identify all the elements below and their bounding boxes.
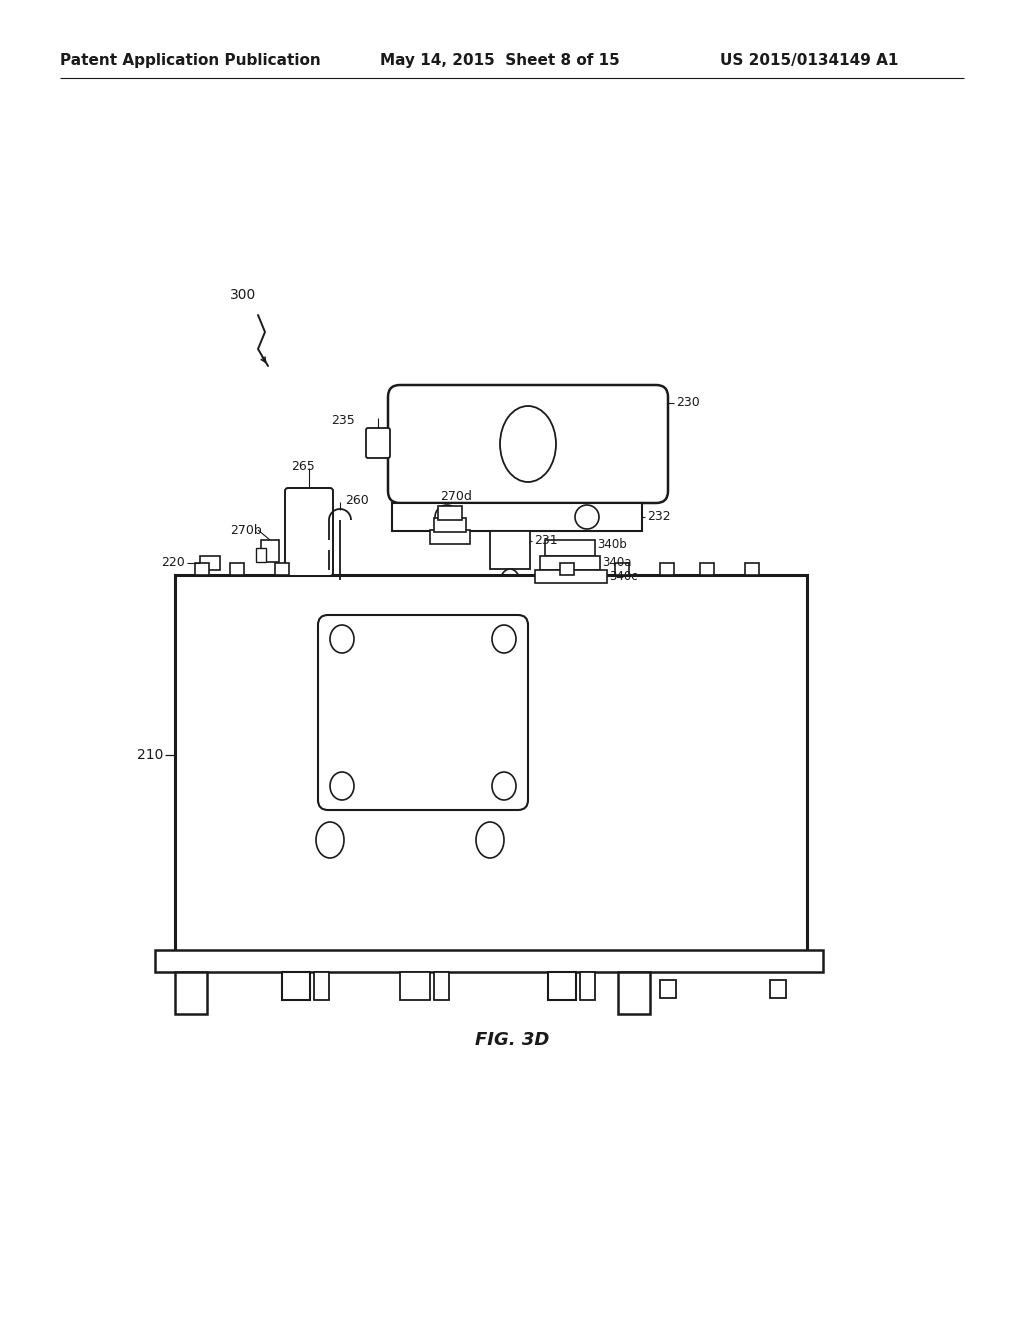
Bar [155,950,823,972]
Ellipse shape [476,822,504,858]
Ellipse shape [500,407,556,482]
Ellipse shape [435,506,459,529]
Bar [615,564,629,576]
Text: Patent Application Publication: Patent Application Publication [60,53,321,67]
Ellipse shape [492,772,516,800]
Bar [282,972,310,1001]
Bar [175,972,207,1014]
Text: 220: 220 [161,557,185,569]
Text: 231: 231 [534,535,558,548]
Bar [230,564,244,576]
Text: 340b: 340b [597,539,627,552]
Bar [548,972,575,1001]
Ellipse shape [316,822,344,858]
FancyBboxPatch shape [318,615,528,810]
Ellipse shape [330,772,354,800]
Bar [618,972,650,1014]
Bar [660,564,674,576]
Text: 230: 230 [676,396,699,409]
Text: 270b: 270b [230,524,262,536]
Text: 210: 210 [136,748,163,762]
Bar [745,564,759,576]
Bar [200,556,220,570]
Bar [392,503,642,531]
Text: May 14, 2015  Sheet 8 of 15: May 14, 2015 Sheet 8 of 15 [380,53,620,67]
Ellipse shape [500,569,520,597]
FancyBboxPatch shape [366,428,390,458]
Text: 232: 232 [647,511,671,524]
Bar [430,531,470,544]
Text: 340c: 340c [609,570,638,583]
Bar [434,972,449,1001]
Bar [535,570,607,583]
Text: 235: 235 [331,413,354,426]
Bar [400,972,430,1001]
Bar [545,540,595,556]
Bar [175,576,807,954]
Text: FIG. 3D: FIG. 3D [475,1031,549,1049]
Bar [700,564,714,576]
Bar [490,531,530,569]
Text: US 2015/0134149 A1: US 2015/0134149 A1 [720,53,898,67]
Text: 300: 300 [230,288,256,302]
Text: 270d: 270d [440,490,472,503]
Bar [560,564,574,576]
Bar [540,556,600,570]
Bar [434,517,466,532]
Text: 265: 265 [291,459,314,473]
Ellipse shape [575,506,599,529]
Bar [660,979,676,998]
Bar [195,564,209,576]
Bar [256,548,266,562]
Bar [314,972,329,1001]
FancyBboxPatch shape [285,488,333,576]
Bar [275,564,289,576]
Bar [261,540,279,562]
FancyBboxPatch shape [388,385,668,503]
Ellipse shape [330,624,354,653]
Bar [580,972,595,1001]
Text: 340a: 340a [602,557,632,569]
Bar [770,979,786,998]
Ellipse shape [492,624,516,653]
Text: 260: 260 [345,494,369,507]
Bar [438,506,462,520]
